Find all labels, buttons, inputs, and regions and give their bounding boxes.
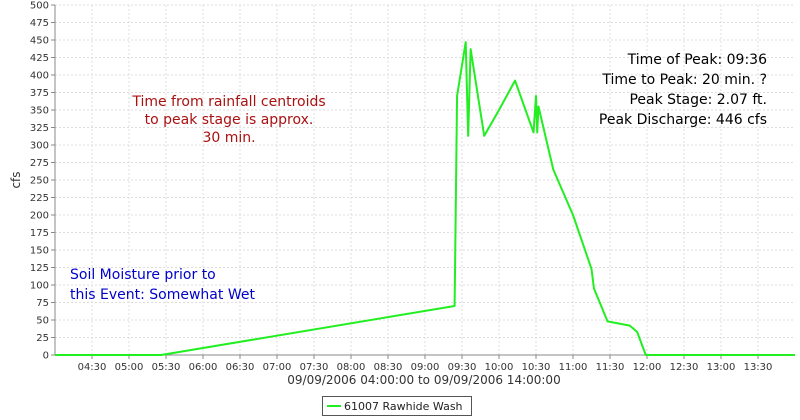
series-line-rawhide-wash — [55, 41, 795, 356]
x-tick-label: 13:30 — [744, 362, 773, 373]
y-tick-label: 275 — [30, 158, 49, 169]
y-tick-label: 450 — [30, 36, 49, 47]
y-tick-label: 50 — [36, 316, 49, 327]
x-tick-label: 08:00 — [337, 362, 366, 373]
legend-label: 61007 Rawhide Wash — [344, 399, 463, 413]
rainfall-annotation-line: Time from rainfall centroids — [131, 94, 325, 110]
moisture-annotation-line: this Event: Somewhat Wet — [70, 287, 255, 303]
y-tick-label: 0 — [43, 351, 49, 362]
y-tick-label: 25 — [36, 333, 49, 344]
rainfall-annotation: Time from rainfall centroids to peak sta… — [131, 94, 325, 146]
x-axis-title: 09/09/2006 04:00:00 to 09/09/2006 14:00:… — [287, 373, 560, 387]
y-tick-label: 75 — [36, 298, 49, 309]
x-tick-label: 06:30 — [226, 362, 255, 373]
y-tick-label: 375 — [30, 88, 49, 99]
x-tick-label: 09:30 — [448, 362, 477, 373]
moisture-annotation: Soil Moisture prior to this Event: Somew… — [70, 267, 255, 303]
y-axis-ticks: 0 25 50 75 100 125 150 175 200 225 250 275 300 325 350… — [30, 1, 55, 362]
y-tick-label: 250 — [30, 176, 49, 187]
y-tick-label: 150 — [30, 246, 49, 257]
x-tick-label: 11:30 — [596, 362, 625, 373]
rainfall-annotation-line: 30 min. — [202, 130, 255, 146]
series-layer — [55, 41, 795, 356]
x-tick-label: 07:00 — [263, 362, 292, 373]
y-tick-label: 350 — [30, 106, 49, 117]
x-tick-label: 12:00 — [633, 362, 662, 373]
x-tick-label: 05:30 — [152, 362, 181, 373]
x-tick-label: 12:30 — [670, 362, 699, 373]
peak-annotation-line: Time of Peak: 09:36 — [627, 52, 768, 68]
x-tick-label: 11:00 — [559, 362, 588, 373]
x-tick-label: 06:00 — [189, 362, 218, 373]
peak-annotation-line: Peak Discharge: 446 cfs — [599, 112, 767, 128]
peak-annotation-line: Peak Stage: 2.07 ft. — [629, 92, 767, 108]
y-tick-label: 225 — [30, 193, 49, 204]
y-tick-label: 475 — [30, 18, 49, 29]
x-tick-label: 10:30 — [522, 362, 551, 373]
y-tick-label: 125 — [30, 263, 49, 274]
chart-legend: 61007 Rawhide Wash — [322, 396, 472, 416]
y-axis-title: cfs — [9, 171, 23, 188]
legend-swatch — [327, 405, 341, 407]
x-tick-label: 10:00 — [485, 362, 514, 373]
y-tick-label: 175 — [30, 228, 49, 239]
y-tick-label: 325 — [30, 123, 49, 134]
y-tick-label: 400 — [30, 71, 49, 82]
peak-annotation: Time of Peak: 09:36 Time to Peak: 20 min… — [599, 52, 767, 128]
moisture-annotation-line: Soil Moisture prior to — [70, 267, 216, 283]
grid-lines — [55, 4, 795, 356]
x-tick-label: 09:00 — [411, 362, 440, 373]
x-axis-ticks: 04:30 05:00 05:30 06:00 06:30 07:00 07:30 08:00… — [78, 355, 773, 373]
x-tick-label: 13:00 — [707, 362, 736, 373]
y-tick-label: 425 — [30, 53, 49, 64]
x-tick-label: 08:30 — [374, 362, 403, 373]
x-tick-label: 07:30 — [300, 362, 329, 373]
y-tick-label: 500 — [30, 1, 49, 12]
x-tick-label: 05:00 — [115, 362, 144, 373]
x-tick-label: 04:30 — [78, 362, 107, 373]
y-tick-label: 200 — [30, 211, 49, 222]
y-tick-label: 100 — [30, 281, 49, 292]
y-tick-label: 300 — [30, 141, 49, 152]
rainfall-annotation-line: to peak stage is approx. — [145, 112, 314, 128]
peak-annotation-line: Time to Peak: 20 min. ? — [601, 72, 767, 88]
